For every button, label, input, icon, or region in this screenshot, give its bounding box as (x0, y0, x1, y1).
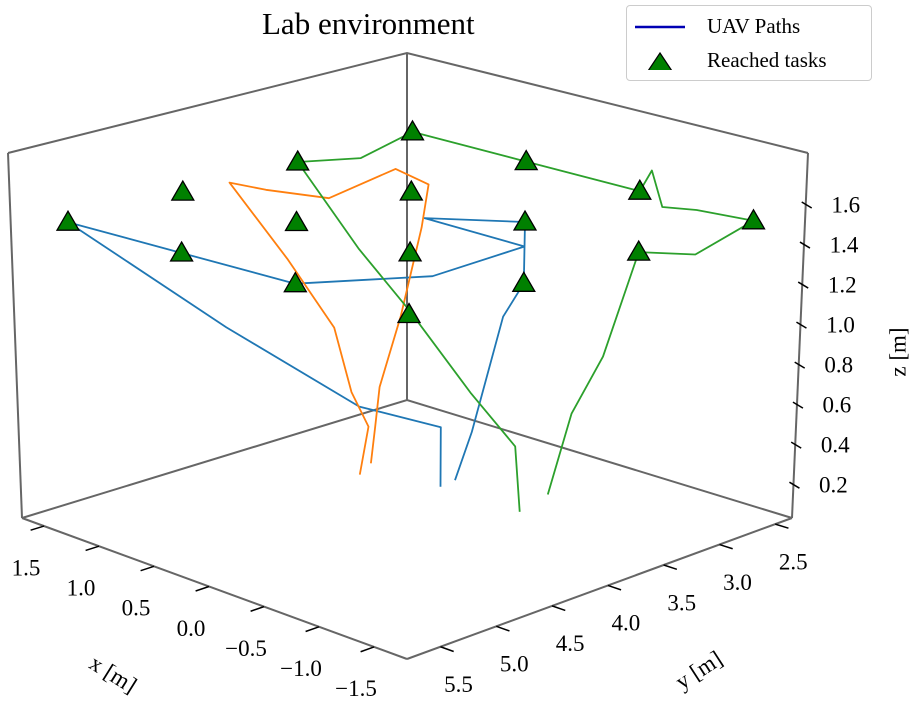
x-tick-label: 1.0 (67, 575, 96, 600)
task-marker (169, 240, 194, 262)
y-tick (496, 625, 510, 632)
z-tick-label: 1.2 (828, 272, 857, 297)
y-tick-label: 2.5 (779, 549, 808, 574)
z-tick (797, 281, 809, 289)
y-tick-label: 4.0 (612, 611, 641, 636)
task-marker (170, 179, 195, 201)
x-axis-line (21, 517, 408, 660)
triangle-marker-icon (647, 52, 673, 70)
x-tick-label: −1.0 (280, 656, 322, 681)
x-tick (250, 605, 265, 612)
task-marker (512, 209, 538, 231)
task-marker (55, 209, 81, 231)
z-tick-label: 1.4 (830, 232, 859, 257)
z-tick (789, 481, 800, 489)
y-tick-label: 5.5 (444, 672, 473, 697)
legend-item-uav-paths: UAV Paths (627, 12, 871, 42)
y-axis-label: y [m] (671, 646, 727, 694)
x-tick-label: 1.5 (12, 555, 41, 580)
uav-path-1 (67, 217, 526, 487)
z-tick (792, 401, 804, 409)
y-axis-line (406, 517, 793, 660)
x-tick (140, 565, 155, 572)
z-tick-label: 0.2 (819, 472, 848, 497)
x-tick-label: 0.0 (177, 616, 206, 641)
y-tick-label: 3.5 (667, 590, 696, 615)
z-tick (790, 441, 802, 449)
task-marker (396, 302, 422, 324)
task-marker (626, 239, 651, 261)
x-tick (305, 626, 320, 633)
task-marker (400, 119, 425, 141)
task-marker (285, 149, 310, 171)
z-tick (799, 241, 811, 249)
z-tick (801, 201, 813, 209)
y-tick (775, 523, 789, 529)
y-tick (719, 543, 733, 550)
chart-title: Lab environment (262, 6, 475, 41)
task-marker (397, 240, 423, 262)
x-tick-label: 0.5 (122, 596, 151, 621)
uav-path-3 (296, 130, 755, 512)
x-axis-label: x [m] (85, 650, 141, 698)
x-tick-label: −1.5 (335, 676, 377, 701)
task-marker (284, 210, 309, 232)
z-tick (796, 321, 807, 329)
floor-back-edge (21, 398, 793, 519)
line-swatch-icon (635, 25, 685, 29)
legend-label: UAV Paths (707, 14, 801, 38)
y-tick (607, 584, 622, 591)
y-tick (551, 605, 566, 612)
x-tick (360, 646, 375, 653)
z-tick-label: 0.4 (821, 432, 850, 457)
z-tick-label: 0.8 (824, 352, 853, 377)
z-tick-label: 0.6 (823, 392, 852, 417)
pane-right-edge (791, 152, 809, 519)
z-tick-label: 1.6 (831, 192, 860, 217)
x-tick (195, 585, 210, 592)
y-tick (663, 564, 678, 571)
z-tick-label: 1.0 (826, 312, 855, 337)
legend: UAV Paths Reached tasks (626, 5, 872, 81)
x-tick (85, 545, 100, 552)
pane-left-edge (7, 152, 23, 519)
task-marker (741, 208, 766, 230)
task-marker (511, 271, 536, 292)
legend-label: Reached tasks (707, 48, 827, 72)
y-tick-label: 4.5 (556, 631, 585, 656)
task-marker (399, 179, 424, 201)
z-axis-label: z [m] (885, 327, 910, 376)
y-tick-label: 5.0 (500, 652, 529, 677)
legend-item-reached-tasks: Reached tasks (627, 46, 871, 76)
task-marker (283, 271, 308, 293)
task-marker (627, 178, 652, 200)
x-tick-label: −0.5 (225, 636, 267, 661)
y-tick (440, 646, 454, 653)
uav-path-2 (228, 167, 430, 475)
y-tick-label: 3.0 (723, 570, 752, 595)
x-tick (30, 525, 45, 531)
task-marker (514, 149, 539, 171)
z-tick (794, 361, 806, 369)
